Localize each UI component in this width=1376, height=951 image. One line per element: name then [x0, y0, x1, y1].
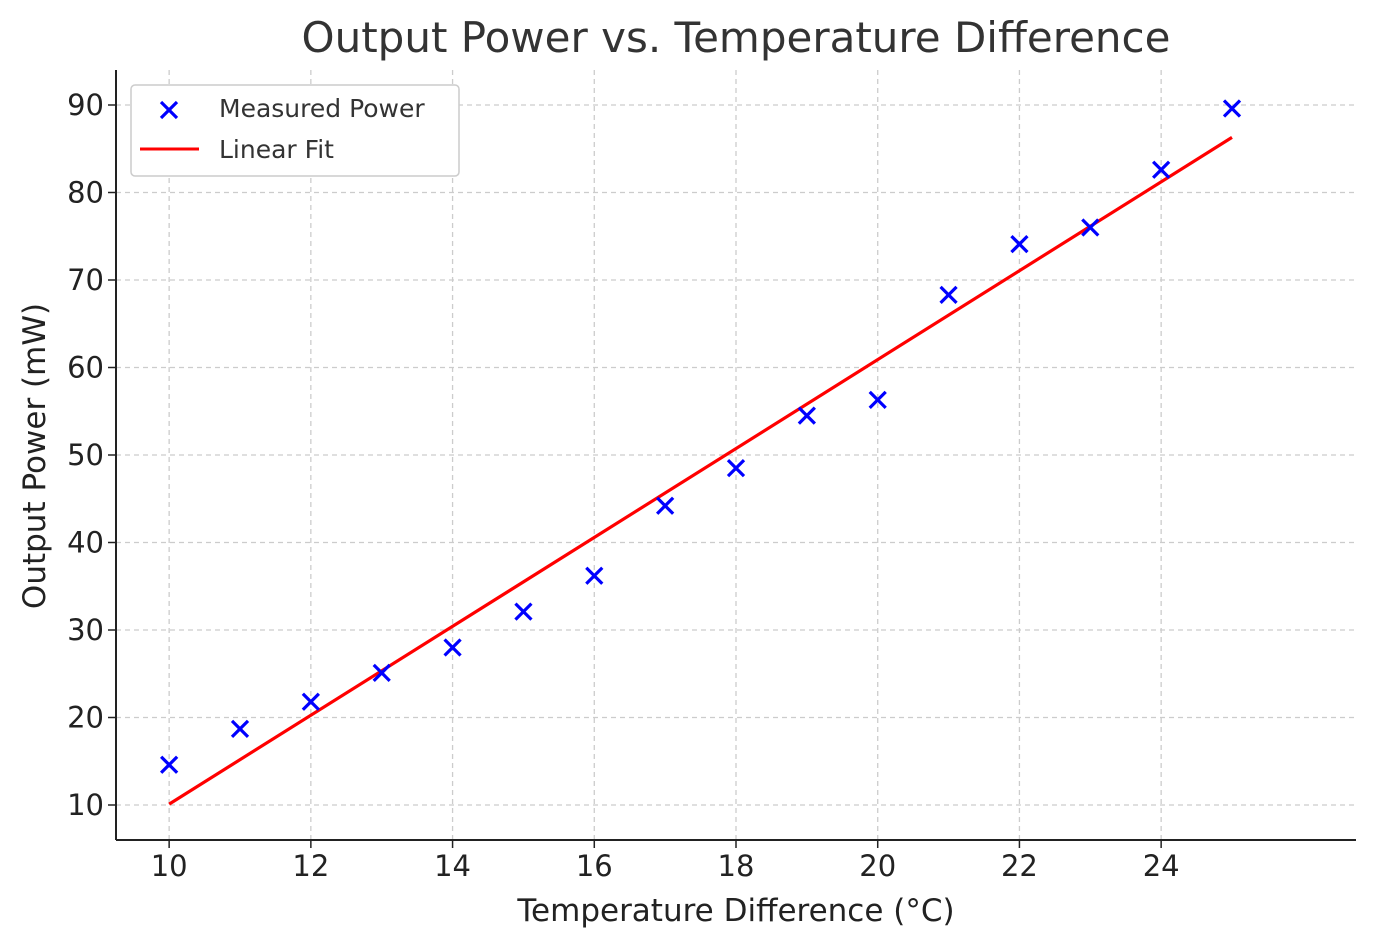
data-point — [868, 390, 887, 410]
data-point — [585, 566, 604, 585]
y-tick-label: 80 — [67, 176, 104, 210]
y-tick-label: 90 — [67, 88, 104, 122]
x-marker-stroke — [726, 458, 746, 478]
data-point — [656, 496, 675, 515]
y-tick-label: 70 — [67, 263, 104, 297]
y-axis-label: Output Power (mW) — [17, 303, 53, 609]
y-tick-label: 60 — [67, 351, 104, 385]
x-tick-label: 12 — [292, 849, 329, 883]
data-point — [726, 458, 746, 478]
data-point — [160, 755, 179, 774]
y-tick-label: 50 — [67, 438, 104, 472]
x-tick-label: 14 — [434, 849, 471, 883]
legend-x-marker-icon — [159, 100, 179, 120]
x-marker-stroke — [372, 663, 391, 683]
x-tick-label: 24 — [1143, 849, 1180, 883]
x-marker-stroke — [939, 285, 958, 305]
data-point — [1010, 234, 1029, 254]
legend-box — [130, 84, 460, 177]
data-point — [1152, 160, 1171, 179]
data-point — [797, 406, 816, 425]
data-point — [939, 285, 958, 305]
linear-fit-line — [168, 136, 1233, 806]
x-tick-label: 18 — [718, 849, 755, 883]
x-tick-label: 20 — [859, 849, 896, 883]
x-marker-stroke — [656, 496, 675, 515]
data-point — [372, 663, 391, 683]
x-marker-stroke — [1152, 160, 1171, 179]
x-marker-stroke — [1222, 99, 1242, 118]
x-tick-label: 10 — [151, 849, 188, 883]
y-tick-label: 20 — [67, 701, 104, 735]
y-tick-label: 30 — [67, 613, 104, 647]
x-tick-label: 22 — [1001, 849, 1038, 883]
grid — [116, 70, 1356, 840]
x-marker-stroke — [159, 100, 179, 120]
x-marker-stroke — [1081, 218, 1100, 237]
y-tick-label: 40 — [67, 526, 104, 560]
x-marker-stroke — [868, 390, 887, 410]
linear-fit-layer — [168, 136, 1233, 806]
data-point — [230, 719, 250, 739]
data-point — [1081, 218, 1100, 237]
y-tick-label: 10 — [67, 788, 104, 822]
legend: Measured Power Linear Fit — [130, 84, 460, 177]
x-marker-stroke — [160, 755, 179, 774]
x-marker-stroke — [797, 406, 816, 425]
scatter-points-layer — [160, 99, 1242, 774]
data-point — [514, 602, 533, 621]
legend-label-fit: Linear Fit — [219, 135, 334, 164]
data-point — [443, 638, 462, 657]
legend-x-glyph — [159, 100, 179, 120]
x-marker-stroke — [443, 638, 462, 657]
x-marker-stroke — [301, 692, 320, 711]
chart-title: Output Power vs. Temperature Difference — [302, 13, 1171, 62]
x-marker-stroke — [514, 602, 533, 621]
legend-label-measured: Measured Power — [219, 94, 425, 123]
x-tick-label: 16 — [576, 849, 613, 883]
x-axis-label: Temperature Difference (°C) — [516, 893, 954, 929]
data-point — [301, 692, 320, 711]
data-point — [1222, 99, 1242, 118]
tick-labels: 10 12 14 16 18 20 22 24 10 20 30 40 50 60 70 80 90 — [67, 88, 1180, 883]
x-marker-stroke — [230, 719, 250, 739]
x-marker-stroke — [585, 566, 604, 585]
x-marker-stroke — [1010, 234, 1029, 254]
